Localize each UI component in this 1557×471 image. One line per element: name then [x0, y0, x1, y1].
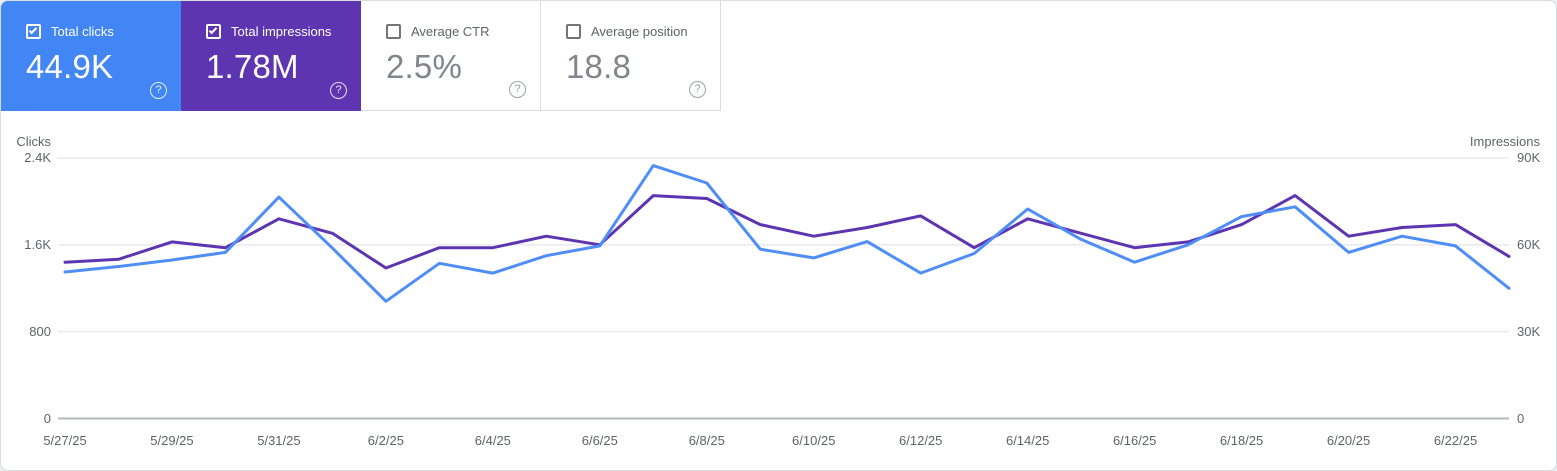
card-header: Average position	[566, 24, 704, 39]
card-average-ctr[interactable]: Average CTR 2.5% ?	[361, 1, 541, 111]
y-tick-left: 2.4K	[24, 150, 51, 165]
checkmark-icon	[28, 25, 38, 35]
average-position-value: 18.8	[566, 48, 632, 85]
x-tick-label: 6/10/25	[792, 433, 836, 448]
metric-cards-row: Total clicks 44.9K ? Total impressions 1…	[1, 1, 1556, 111]
card-label: Average position	[591, 24, 688, 39]
x-tick-label: 5/31/25	[257, 433, 301, 448]
y-tick-right: 90K	[1517, 150, 1541, 165]
card-label: Average CTR	[411, 24, 490, 39]
help-icon[interactable]: ?	[509, 81, 526, 98]
x-tick-label: 6/20/25	[1326, 433, 1371, 448]
average-ctr-value: 2.5%	[386, 48, 463, 85]
y-tick-left: 0	[43, 410, 51, 426]
help-icon[interactable]: ?	[150, 82, 167, 99]
average-ctr-checkbox[interactable]	[386, 24, 401, 39]
card-average-position[interactable]: Average position 18.8 ?	[541, 1, 721, 111]
impressions-line[interactable]	[63, 194, 1511, 270]
card-header: Total clicks	[26, 24, 165, 39]
x-tick-label: 5/27/25	[43, 433, 87, 448]
y-tick-right: 0	[1517, 410, 1525, 426]
total-impressions-checkbox[interactable]	[206, 24, 221, 39]
x-tick-label: 6/16/25	[1112, 433, 1157, 448]
chart-canvas[interactable]	[1, 111, 1557, 471]
left-axis-title: Clicks	[16, 134, 51, 149]
performance-chart[interactable]: Clicks Impressions 2.4K 1.6K 800 0 90K 60K 30K…	[1, 111, 1557, 471]
help-icon[interactable]: ?	[330, 82, 347, 99]
x-tick-label: 6/22/25	[1433, 433, 1478, 448]
x-tick-label: 6/4/25	[474, 433, 511, 448]
card-total-impressions[interactable]: Total impressions 1.78M ?	[181, 1, 361, 111]
checkmark-icon	[208, 25, 218, 35]
x-tick-label: 6/12/25	[899, 433, 943, 448]
average-position-checkbox[interactable]	[566, 24, 581, 39]
card-label: Total impressions	[231, 24, 332, 39]
total-clicks-checkbox[interactable]	[26, 24, 41, 39]
x-tick-label: 6/18/25	[1219, 433, 1264, 448]
card-header: Average CTR	[386, 24, 524, 39]
x-tick-label: 6/6/25	[581, 433, 618, 448]
y-tick-left: 1.6K	[24, 236, 51, 252]
y-tick-left: 800	[29, 323, 51, 339]
y-tick-right: 60K	[1517, 236, 1541, 252]
card-total-clicks[interactable]: Total clicks 44.9K ?	[1, 1, 181, 111]
clicks-line[interactable]	[63, 164, 1511, 303]
total-impressions-value: 1.78M	[206, 48, 299, 85]
x-tick-label: 6/14/25	[1005, 433, 1050, 448]
x-tick-label: 6/2/25	[367, 433, 404, 448]
right-axis-title: Impressions	[1469, 134, 1540, 149]
total-clicks-value: 44.9K	[26, 48, 114, 85]
y-tick-right: 30K	[1517, 323, 1541, 339]
x-tick-label: 6/8/25	[688, 433, 725, 448]
card-label: Total clicks	[51, 24, 114, 39]
card-header: Total impressions	[206, 24, 345, 39]
help-icon[interactable]: ?	[689, 81, 706, 98]
x-tick-label: 5/29/25	[150, 433, 194, 448]
